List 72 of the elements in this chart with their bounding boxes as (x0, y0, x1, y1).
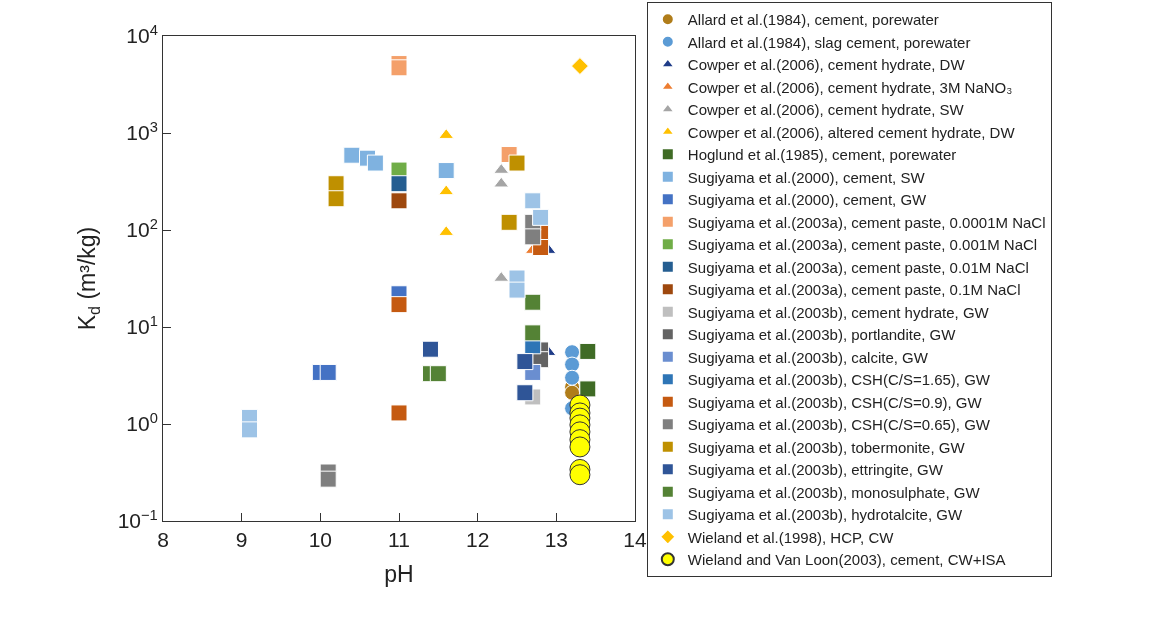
legend-label: Allard et al.(1984), cement, porewater (687, 11, 939, 29)
legend-label: Sugiyama et al.(2003b), calcite, GW (687, 348, 929, 366)
legend-label: Sugiyama et al.(2003b), hydrotalcite, GW (687, 506, 963, 524)
legend-label: Allard et al.(1984), slag cement, porewater (687, 33, 971, 51)
legend-label: Wieland and Van Loon(2003), cement, CW+ISA (687, 551, 1006, 569)
point (516, 384, 534, 402)
x-axis-title: pH (384, 560, 414, 587)
point (429, 365, 447, 383)
legend-label: Cowper et al.(2006), cement hydrate, 3M NaNO₃ (687, 78, 1013, 96)
point (327, 190, 345, 208)
legend-label: Hoglund et al.(1985), cement, porewater (687, 146, 957, 164)
legend-label: Sugiyama et al.(2003a), cement paste, 0.001M NaCl (687, 236, 1038, 254)
point (579, 342, 597, 360)
point (366, 154, 384, 172)
point (524, 293, 542, 311)
y-tick-label: 10$^{0}$ (126, 409, 158, 436)
point (570, 57, 589, 75)
y-tick-label: 10$^{4}$ (126, 21, 158, 48)
legend-label: Sugiyama et al.(2003b), CSH(C/S=0.9), GW (687, 393, 983, 411)
x-tick-label: 9 (235, 528, 248, 552)
legend-label: Sugiyama et al.(2003b), CSH(C/S=1.65), GW (687, 371, 991, 389)
legend-label: Cowper et al.(2006), cement hydrate, SW (687, 101, 965, 119)
x-tick-label: 12 (465, 528, 490, 552)
legend-label: Cowper et al.(2006), cement hydrate, DW (687, 56, 966, 74)
point (319, 470, 337, 488)
y-tick-label: 10$^{2}$ (126, 215, 158, 242)
y-tick-label: 10$^{3}$ (126, 118, 158, 145)
legend-label: Sugiyama et al.(2003b), portlandite, GW (687, 326, 957, 344)
legend-label: Sugiyama et al.(2003b), CSH(C/S=0.65), GW (687, 416, 991, 434)
x-tick-label: 11 (388, 528, 410, 552)
x-tick-label: 14 (623, 528, 647, 552)
legend-label: Sugiyama et al.(2003b), ettringite, GW (687, 461, 944, 479)
legend-label: Sugiyama et al.(2003a), cement paste, 0.01M NaCl (687, 258, 1029, 276)
point (390, 404, 408, 422)
legend-label: Wieland et al.(1998), HCP, CW (687, 528, 895, 546)
point (516, 353, 534, 371)
point (390, 59, 408, 77)
point (564, 369, 581, 386)
legend-label: Sugiyama et al.(2003a), cement paste, 0.1M NaCl (687, 281, 1021, 299)
point (493, 176, 510, 188)
point (579, 380, 597, 398)
point (241, 421, 259, 439)
legend-label: Sugiyama et al.(2000), cement, SW (687, 168, 926, 186)
point (390, 192, 408, 210)
point (524, 324, 542, 342)
point (390, 175, 408, 193)
legend-label: Sugiyama et al.(2003a), cement paste, 0.0001M NaCl (687, 213, 1046, 231)
point (500, 213, 518, 231)
point (524, 192, 542, 210)
point (564, 356, 581, 373)
point (532, 208, 550, 226)
legend-label: Sugiyama et al.(2000), cement, GW (687, 191, 928, 209)
point (319, 363, 337, 381)
point (343, 146, 361, 164)
x-tick-label: 10 (308, 528, 333, 552)
y-tick-label: 10$^{1}$ (126, 312, 158, 339)
x-tick-label: 13 (544, 528, 569, 552)
point (569, 464, 591, 486)
legend-label: Cowper et al.(2006), altered cement hydrate, DW (687, 123, 1016, 141)
point (437, 162, 455, 180)
point (569, 436, 591, 458)
point (508, 154, 526, 172)
x-tick-label: 8 (157, 528, 169, 552)
legend-label: Sugiyama et al.(2003b), cement hydrate, GW (687, 303, 990, 321)
legend-label: Sugiyama et al.(2003b), monosulphate, GW (687, 483, 981, 501)
point (390, 296, 408, 314)
y-tick-label: 10$^{−1}$ (117, 506, 158, 533)
point (508, 281, 526, 299)
point (421, 340, 439, 358)
point (524, 228, 542, 246)
point (438, 184, 455, 196)
legend-label: Sugiyama et al.(2003b), tobermonite, GW (687, 438, 966, 456)
